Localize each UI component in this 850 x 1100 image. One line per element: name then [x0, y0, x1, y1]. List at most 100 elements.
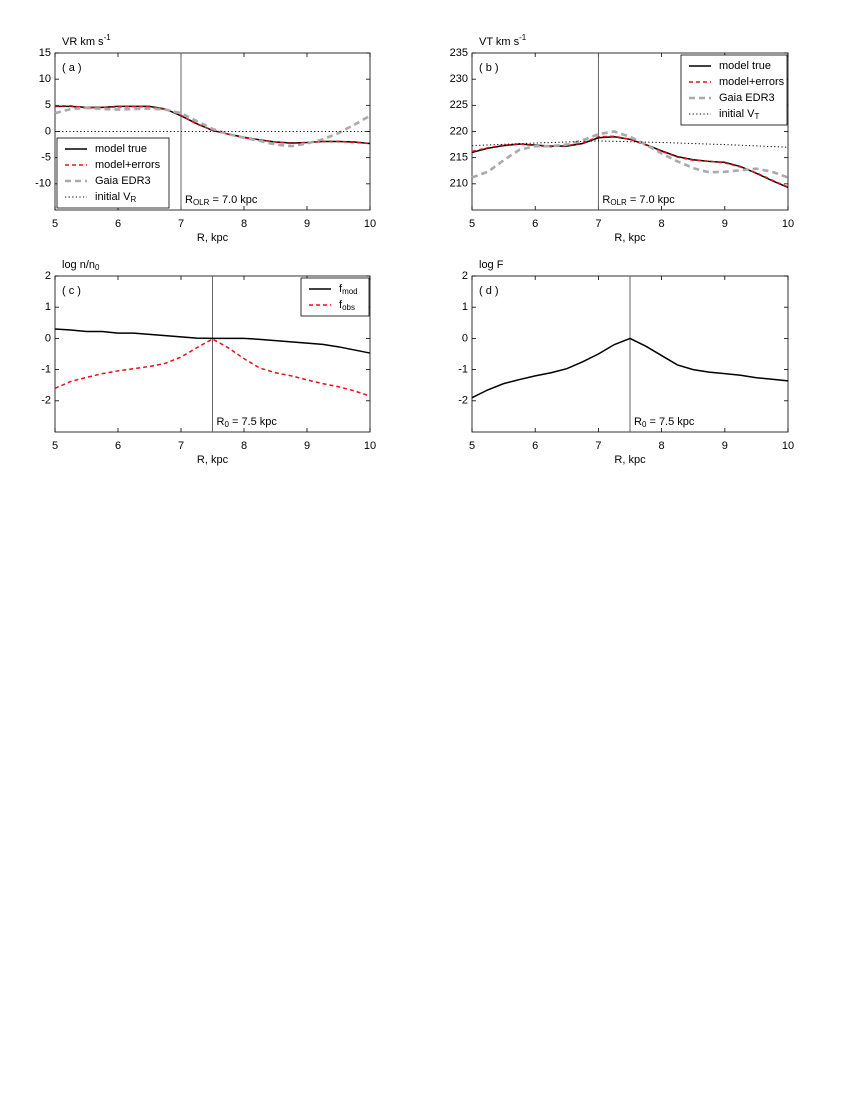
annotation: R0 = 7.5 kpc [634, 416, 695, 429]
x-tick-label: 10 [364, 440, 376, 452]
legend-label: model+errors [95, 159, 161, 171]
x-tick-label: 7 [178, 218, 184, 230]
y-tick-label: 230 [450, 73, 468, 85]
y-tick-label: 225 [450, 99, 468, 111]
x-tick-label: 9 [304, 440, 310, 452]
legend-label: Gaia EDR3 [95, 175, 151, 187]
panel-label: ( d ) [479, 285, 499, 297]
y-tick-label: 10 [39, 73, 51, 85]
x-axis-label: R, kpc [197, 232, 229, 244]
x-tick-label: 5 [469, 440, 475, 452]
data-line [54, 338, 371, 397]
y-tick-label: -1 [41, 364, 51, 376]
y-axis-label-part: log F [479, 259, 504, 271]
y-axis-label-part: -1 [519, 33, 527, 42]
x-tick-label: 10 [364, 218, 376, 230]
x-tick-label: 9 [304, 218, 310, 230]
y-tick-label: 2 [45, 270, 51, 282]
legend-label-part: mod [342, 287, 358, 296]
y-axis-label: log F [479, 259, 504, 271]
y-tick-label: 235 [450, 47, 468, 59]
annotation-part: R [634, 416, 642, 428]
x-tick-label: 6 [115, 218, 121, 230]
y-tick-label: -2 [458, 395, 468, 407]
data-line [54, 328, 371, 354]
legend-label: Gaia EDR3 [719, 92, 775, 104]
y-tick-label: 0 [45, 125, 51, 137]
legend-label: model true [719, 60, 771, 72]
legend-label-part: f [339, 283, 343, 295]
y-tick-label: 0 [462, 332, 468, 344]
annotation-part: OLR [610, 198, 627, 207]
legend-label-part: initial V [719, 108, 755, 120]
y-tick-label: 15 [39, 47, 51, 59]
x-tick-label: 9 [722, 440, 728, 452]
annotation-part: = 7.5 kpc [229, 416, 278, 428]
x-tick-label: 5 [52, 218, 58, 230]
annotation: ROLR = 7.0 kpc [185, 194, 258, 207]
x-tick-label: 6 [532, 218, 538, 230]
y-axis-label: log n/n0 [62, 259, 100, 272]
x-tick-label: 10 [782, 440, 794, 452]
x-tick-label: 10 [782, 218, 794, 230]
y-axis-label-part: VR km s [62, 36, 104, 48]
x-tick-label: 8 [659, 440, 665, 452]
annotation: R0 = 7.5 kpc [217, 416, 278, 429]
y-tick-label: 2 [462, 270, 468, 282]
data-line [471, 337, 789, 399]
data-line [471, 140, 789, 148]
annotation: ROLR = 7.0 kpc [602, 194, 675, 207]
annotation-part: 0 [224, 420, 229, 429]
x-tick-label: 6 [115, 440, 121, 452]
legend-label-part: f [339, 299, 343, 311]
y-axis-label-part: 0 [95, 263, 100, 272]
panel-label: ( b ) [479, 62, 499, 74]
panel-label: ( c ) [62, 285, 81, 297]
y-axis-label: VR km s-1 [62, 33, 111, 48]
legend-label: initial VR [95, 191, 136, 204]
x-tick-label: 7 [595, 218, 601, 230]
x-tick-label: 5 [52, 440, 58, 452]
data-line [471, 130, 789, 179]
legend-label-part: T [754, 112, 759, 121]
legend-label: fobs [339, 299, 355, 312]
legend-label-part: Gaia EDR3 [719, 92, 775, 104]
annotation-part: 0 [642, 420, 647, 429]
x-axis-label: R, kpc [197, 454, 229, 466]
legend-box [300, 277, 370, 317]
annotation-part: = 7.5 kpc [646, 416, 695, 428]
annotation-part: R [602, 194, 610, 206]
y-axis-label-part: -1 [104, 33, 112, 42]
data-line [471, 135, 789, 188]
data-line [54, 106, 371, 148]
x-tick-label: 8 [241, 440, 247, 452]
y-tick-label: 220 [450, 125, 468, 137]
y-axis-label-part: log n/n [62, 259, 95, 271]
legend-label: fmod [339, 283, 358, 296]
legend-label-part: R [130, 195, 136, 204]
annotation-part: = 7.0 kpc [209, 194, 258, 206]
annotation-part: R [185, 194, 193, 206]
y-axis-label: VT km s-1 [479, 33, 527, 48]
legend-label-part: initial V [95, 191, 131, 203]
annotation-part: R [217, 416, 225, 428]
legend-label-part: obs [342, 303, 355, 312]
legend-label-part: model+errors [719, 76, 785, 88]
legend-label: model true [95, 143, 147, 155]
y-axis-label-part: VT km s [479, 36, 520, 48]
y-tick-label: 1 [45, 301, 51, 313]
x-tick-label: 8 [659, 218, 665, 230]
y-tick-label: -10 [35, 178, 51, 190]
y-tick-label: 1 [462, 301, 468, 313]
y-tick-label: 5 [45, 99, 51, 111]
legend-label-part: Gaia EDR3 [95, 175, 151, 187]
y-tick-label: -5 [41, 152, 51, 164]
y-tick-label: -1 [458, 364, 468, 376]
y-tick-label: -2 [41, 395, 51, 407]
annotation-part: = 7.0 kpc [627, 194, 676, 206]
x-tick-label: 8 [241, 218, 247, 230]
legend-label: model+errors [719, 76, 785, 88]
y-tick-label: 0 [45, 332, 51, 344]
panel-label: ( a ) [62, 62, 82, 74]
